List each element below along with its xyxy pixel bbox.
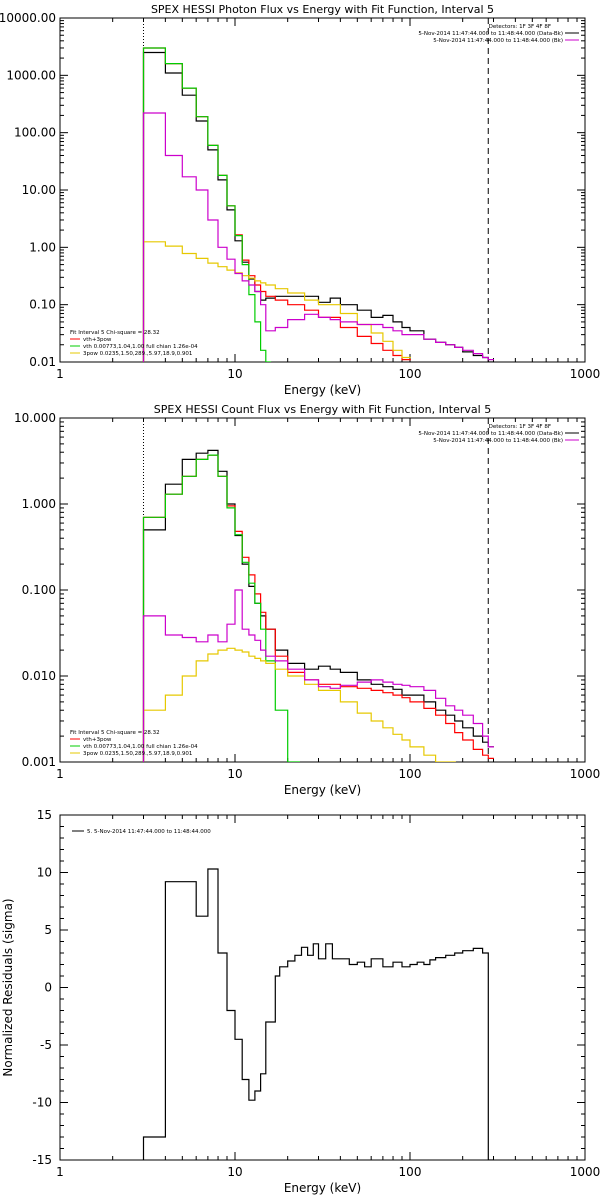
chart-3: 1 10 100 1000 Energy (keV) -15 -10 -5 0 5 10 15 Norm… xyxy=(1,808,600,1195)
legend-top: Detectors: 1F 3F 4F 8F5-Nov-2014 11:47:4… xyxy=(418,24,579,44)
legend-entry-label: vth 0.00773,1.04,1.00 full chian 1.26e-0… xyxy=(83,744,198,750)
legend-entry-label: vth+3pow xyxy=(83,337,112,343)
x-tick-label: 1 xyxy=(56,367,64,381)
y-tick-label: 0.10 xyxy=(29,298,56,312)
x-axis-label: Energy (keV) xyxy=(284,783,361,797)
x-axis-label: Energy (keV) xyxy=(284,1181,361,1195)
x-tick-label: 10 xyxy=(227,367,242,381)
x-axis-label: Energy (keV) xyxy=(284,383,361,397)
legend-entry-label: 3pow 0.0235,1.50,289.,5.97,18.9,0.901 xyxy=(83,351,192,357)
fit-info-title: Fit Interval 5 Chi-square = 28.32 xyxy=(70,330,160,336)
legend-bottom: Fit Interval 5 Chi-square = 28.32vth+3po… xyxy=(70,330,198,357)
y-tick-label: 0 xyxy=(44,981,52,995)
x-tick-label: 1000 xyxy=(570,1165,600,1179)
legend-bottom: Fit Interval 5 Chi-square = 28.32vth+3po… xyxy=(70,730,198,757)
y-tick-label: -10 xyxy=(32,1096,52,1110)
plot-frame xyxy=(59,417,586,763)
y-axis: -15 -10 -5 0 5 10 15 xyxy=(32,808,585,1167)
legend-entry-label: vth+3pow xyxy=(83,737,112,743)
x-tick-label: 100 xyxy=(399,1165,422,1179)
series-line-4 xyxy=(142,647,456,762)
legend-entry-label: 5-Nov-2014 11:47:44.000 to 11:48:44.000 … xyxy=(418,431,563,437)
y-tick-label: 5 xyxy=(44,923,52,937)
series-line-1 xyxy=(142,449,494,762)
series-line-5 xyxy=(142,112,494,362)
y-tick-label: 100.00 xyxy=(14,126,56,140)
series-line-3 xyxy=(142,454,300,762)
x-tick-label: 1000 xyxy=(570,367,600,381)
y-tick-label: 0.001 xyxy=(22,755,56,769)
chart-title: SPEX HESSI Photon Flux vs Energy with Fi… xyxy=(151,3,494,16)
y-tick-label: 0.01 xyxy=(29,355,56,369)
y-tick-label: 0.010 xyxy=(22,669,56,683)
x-axis: 1 10 100 1000 xyxy=(56,418,600,781)
y-tick-label: 10.000 xyxy=(14,411,56,425)
series-line-4 xyxy=(142,241,411,362)
legend-entry-label: vth 0.00773,1.04,1.00 full chian 1.26e-0… xyxy=(83,344,198,350)
series-line-2 xyxy=(142,454,494,762)
chart-1: SPEX HESSI Photon Flux vs Energy with Fi… xyxy=(0,3,600,397)
y-tick-label: 15 xyxy=(37,808,52,822)
series-group xyxy=(142,868,494,1160)
y-tick-label: 10.00 xyxy=(22,183,56,197)
y-tick-label: 1000.00 xyxy=(6,68,56,82)
series-group xyxy=(142,449,494,762)
legend-title: Detectors: 1F 3F 4F 8F xyxy=(489,424,551,430)
y-tick-label: 10 xyxy=(37,866,52,880)
x-tick-label: 10 xyxy=(227,767,242,781)
series-line-3 xyxy=(142,47,272,362)
x-tick-label: 1 xyxy=(56,1165,64,1179)
x-tick-label: 100 xyxy=(399,367,422,381)
y-tick-label: 1.000 xyxy=(22,497,56,511)
y-tick-label: -15 xyxy=(32,1153,52,1167)
plot-frame xyxy=(59,814,586,1161)
chart-2: SPEX HESSI Count Flux vs Energy with Fit… xyxy=(14,403,600,797)
legend-top: 5. 5-Nov-2014 11:47:44.000 to 11:48:44.0… xyxy=(72,829,211,835)
series-group xyxy=(142,47,494,362)
x-tick-label: 100 xyxy=(399,767,422,781)
y-tick-label: -5 xyxy=(40,1038,52,1052)
legend-entry-label: 3pow 0.0235,1.50,289.,5.97,18.9,0.901 xyxy=(83,751,192,757)
y-tick-label: 0.100 xyxy=(22,583,56,597)
x-tick-label: 1000 xyxy=(570,767,600,781)
legend-top: Detectors: 1F 3F 4F 8F5-Nov-2014 11:47:4… xyxy=(418,424,579,444)
legend-entry-label: 5-Nov-2014 11:47:44.000 to 11:48:44.000 … xyxy=(433,38,563,44)
legend-entry-label: 5. 5-Nov-2014 11:47:44.000 to 11:48:44.0… xyxy=(87,829,211,835)
x-axis: 1 10 100 1000 xyxy=(56,815,600,1179)
legend-entry-label: 5-Nov-2014 11:47:44.000 to 11:48:44.000 … xyxy=(418,31,563,37)
y-tick-label: 10000.00 xyxy=(0,11,56,25)
fit-info-title: Fit Interval 5 Chi-square = 28.32 xyxy=(70,730,160,736)
chart-title: SPEX HESSI Count Flux vs Energy with Fit… xyxy=(154,403,491,416)
series-line-5 xyxy=(142,589,494,762)
y-axis: 0.01 0.10 1.00 10.00 100.00 1000.00 10000.00 xyxy=(0,11,585,369)
legend-entry-label: 5-Nov-2014 11:47:44.000 to 11:48:44.000 … xyxy=(433,438,563,444)
series-line-1 xyxy=(142,868,494,1160)
legend-title: Detectors: 1F 3F 4F 8F xyxy=(489,24,551,30)
x-tick-label: 10 xyxy=(227,1165,242,1179)
y-tick-label: 1.00 xyxy=(29,240,56,254)
x-tick-label: 1 xyxy=(56,767,64,781)
y-axis: 0.001 0.010 0.100 1.000 10.000 xyxy=(14,411,585,769)
x-axis: 1 10 100 1000 xyxy=(56,18,600,381)
plot-frame xyxy=(59,17,586,363)
y-axis-label: Normalized Residuals (sigma) xyxy=(1,898,15,1076)
